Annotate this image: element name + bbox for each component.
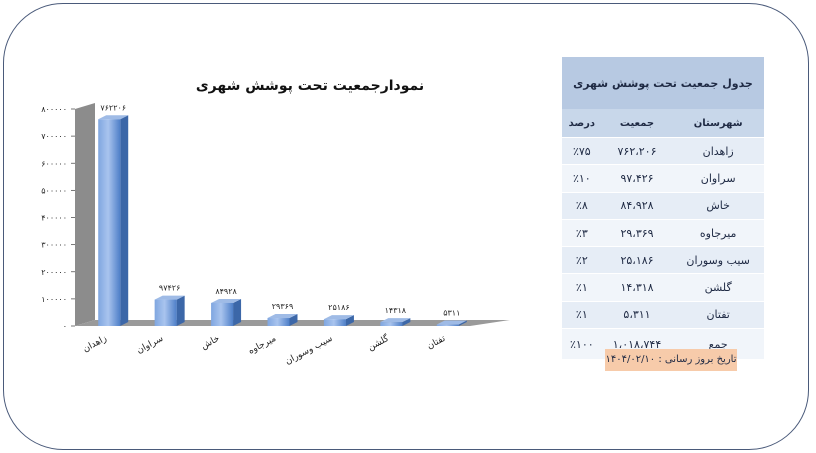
cell-population: ۹۷،۴۲۶ xyxy=(601,164,673,193)
cell-population: ۷۶۲،۲۰۶ xyxy=(601,136,673,165)
header-city: شهرستان xyxy=(672,109,764,138)
table-row: میرجاوه ۲۹،۳۶۹ ٪۳ xyxy=(562,218,764,247)
bar xyxy=(267,318,290,326)
table-row: سیب وسوران ۲۵،۱۸۶ ٪۲ xyxy=(562,246,764,274)
table-row: سراوان ۹۷،۴۲۶ ٪۱۰ xyxy=(562,164,764,193)
header-population: جمعیت xyxy=(601,109,673,138)
y-tick-label: ۴۰۰۰۰۰ xyxy=(41,214,67,223)
cell-total-percent: ٪۱۰۰ xyxy=(562,328,602,360)
cell-percent: ٪۱ xyxy=(562,273,602,302)
table-title: جدول جمعیت تحت پوشش شهری xyxy=(562,57,764,109)
cell-percent: ٪۲ xyxy=(562,246,602,274)
cell-city: زاهدان xyxy=(672,136,764,165)
cell-population: ۵،۳۱۱ xyxy=(601,300,673,329)
cell-percent: ٪۸ xyxy=(562,191,602,220)
data-label: ۱۴۳۱۸ xyxy=(385,306,407,315)
bar xyxy=(436,324,459,326)
bar-top xyxy=(436,320,467,325)
bar-side xyxy=(233,298,242,326)
category-label: گلشن xyxy=(366,332,392,353)
category-label: تفتان xyxy=(426,334,448,352)
cell-city: میرجاوه xyxy=(672,218,764,247)
bar xyxy=(154,299,177,326)
chart-title: نمودارجمعیت تحت پوشش شهری xyxy=(196,78,424,94)
bar xyxy=(380,322,403,326)
category-label: سیب وسوران xyxy=(284,334,335,367)
data-label: ۲۵۱۸۶ xyxy=(328,303,349,312)
y-tick-label: ۲۰۰۰۰۰ xyxy=(41,268,67,277)
table-row: زاهدان ۷۶۲،۲۰۶ ٪۷۵ xyxy=(562,136,764,165)
y-tick-label: ۱۰۰۰۰۰ xyxy=(41,295,67,304)
data-label: ۹۷۴۲۶ xyxy=(159,284,180,293)
cell-population: ۸۴،۹۲۸ xyxy=(601,191,673,220)
bar-top xyxy=(211,298,242,303)
bar-side xyxy=(458,320,467,326)
y-tick-label: ۶۰۰۰۰۰ xyxy=(41,159,67,168)
data-label: ۷۶۲۲۰۶ xyxy=(100,103,126,112)
bar-top xyxy=(98,115,129,120)
bar-side xyxy=(289,314,298,326)
category-label: خاش xyxy=(200,334,222,352)
cell-city: خاش xyxy=(672,191,764,220)
data-label: ۵۳۱۱ xyxy=(443,309,460,318)
data-label: ۲۹۳۶۹ xyxy=(272,302,293,311)
bar xyxy=(98,119,121,327)
bar-side xyxy=(402,318,411,326)
bar-top xyxy=(380,318,411,323)
cell-population: ۲۵،۱۸۶ xyxy=(601,246,673,274)
y-tick-label: ۰ xyxy=(63,322,67,331)
bar-top xyxy=(154,295,185,300)
header-percent: درصد xyxy=(562,109,602,138)
bar xyxy=(211,302,234,326)
category-label: سراوان xyxy=(135,334,165,356)
y-tick-label: ۷۰۰۰۰۰ xyxy=(41,132,67,141)
category-label: میرجاوه xyxy=(247,334,278,357)
bar-top xyxy=(267,314,298,319)
cell-city: تفتان xyxy=(672,300,764,329)
population-table: جدول جمعیت تحت پوشش شهری شهرستان جمعیت د… xyxy=(562,57,764,360)
cell-percent: ٪۷۵ xyxy=(562,136,602,165)
table-row: خاش ۸۴،۹۲۸ ٪۸ xyxy=(562,191,764,220)
y-tick-label: ۵۰۰۰۰۰ xyxy=(41,186,67,195)
cell-percent: ٪۳ xyxy=(562,218,602,247)
bar-side xyxy=(120,115,129,327)
table-row: تفتان ۵،۳۱۱ ٪۱ xyxy=(562,300,764,329)
bar xyxy=(323,319,346,326)
bar-top xyxy=(323,315,354,320)
category-label: زاهدان xyxy=(81,334,108,355)
cell-percent: ٪۱۰ xyxy=(562,164,602,193)
update-date-note: تاریخ بروز رسانی : ۱۴۰۴/۰۲/۱۰ xyxy=(605,349,737,371)
cell-city: سراوان xyxy=(672,164,764,193)
cell-city: گلشن xyxy=(672,273,764,302)
cell-percent: ٪۱ xyxy=(562,300,602,329)
bar-side xyxy=(345,315,354,326)
cell-population: ۱۴،۳۱۸ xyxy=(601,273,673,302)
bar-side xyxy=(176,295,185,326)
cell-city: سیب وسوران xyxy=(672,246,764,274)
data-label: ۸۴۹۲۸ xyxy=(215,287,237,296)
y-tick-label: ۸۰۰۰۰۰ xyxy=(41,105,67,114)
y-tick-label: ۳۰۰۰۰۰ xyxy=(41,241,67,250)
chart-back-wall xyxy=(75,103,95,326)
table-row: گلشن ۱۴،۳۱۸ ٪۱ xyxy=(562,273,764,302)
cell-population: ۲۹،۳۶۹ xyxy=(601,218,673,247)
